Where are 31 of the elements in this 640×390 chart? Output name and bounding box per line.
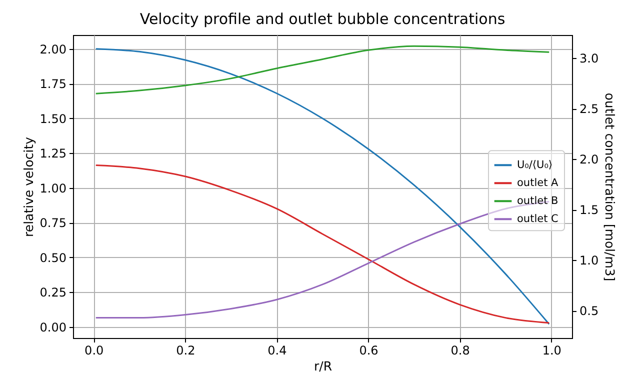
y2-tick-label: 1.5 — [580, 203, 599, 218]
x-tick-label: 0.8 — [450, 344, 470, 358]
y2-tick-label: 2.0 — [580, 152, 599, 167]
line-series — [95, 48, 550, 325]
y-tick-label: 0.25 — [40, 286, 66, 300]
y-axis-title: relative velocity — [20, 136, 36, 237]
y-tick-label: 0.75 — [40, 216, 66, 230]
x-tick-label: 1.0 — [542, 344, 562, 358]
x-tick-label: 0.6 — [359, 344, 378, 358]
y2-axis-title: outlet concentration [mol/m3] — [602, 92, 618, 282]
y2-tick-label: 1.0 — [580, 254, 599, 268]
y2-tick-label: 3.0 — [580, 52, 599, 66]
x-tick-label: 0.4 — [268, 344, 287, 358]
y2-tick-label: 0.5 — [580, 304, 599, 318]
chart-title: Velocity profile and outlet bubble concentrations — [140, 10, 506, 28]
line-series — [95, 45, 550, 94]
legend-label: outlet A — [517, 177, 560, 190]
y-tick-label: 0.50 — [40, 250, 66, 265]
y-tick-label: 2.00 — [40, 42, 66, 56]
legend-label: outlet B — [517, 195, 558, 208]
y-tick-label: 1.50 — [40, 112, 66, 126]
legend-label: outlet C — [517, 213, 558, 226]
y-tick-label: 1.00 — [40, 181, 66, 196]
y-tick-label: 1.25 — [40, 146, 66, 161]
x-tick-label: 0.0 — [84, 344, 104, 358]
x-axis-title: r/R — [314, 358, 332, 374]
x-tick-label: 0.2 — [176, 344, 196, 358]
y-tick-label: 1.75 — [40, 77, 66, 92]
legend-label: U₀/⟨U₀⟩ — [517, 159, 553, 172]
y2-tick-label: 2.5 — [580, 102, 599, 116]
y-tick-label: 0.00 — [40, 320, 66, 334]
